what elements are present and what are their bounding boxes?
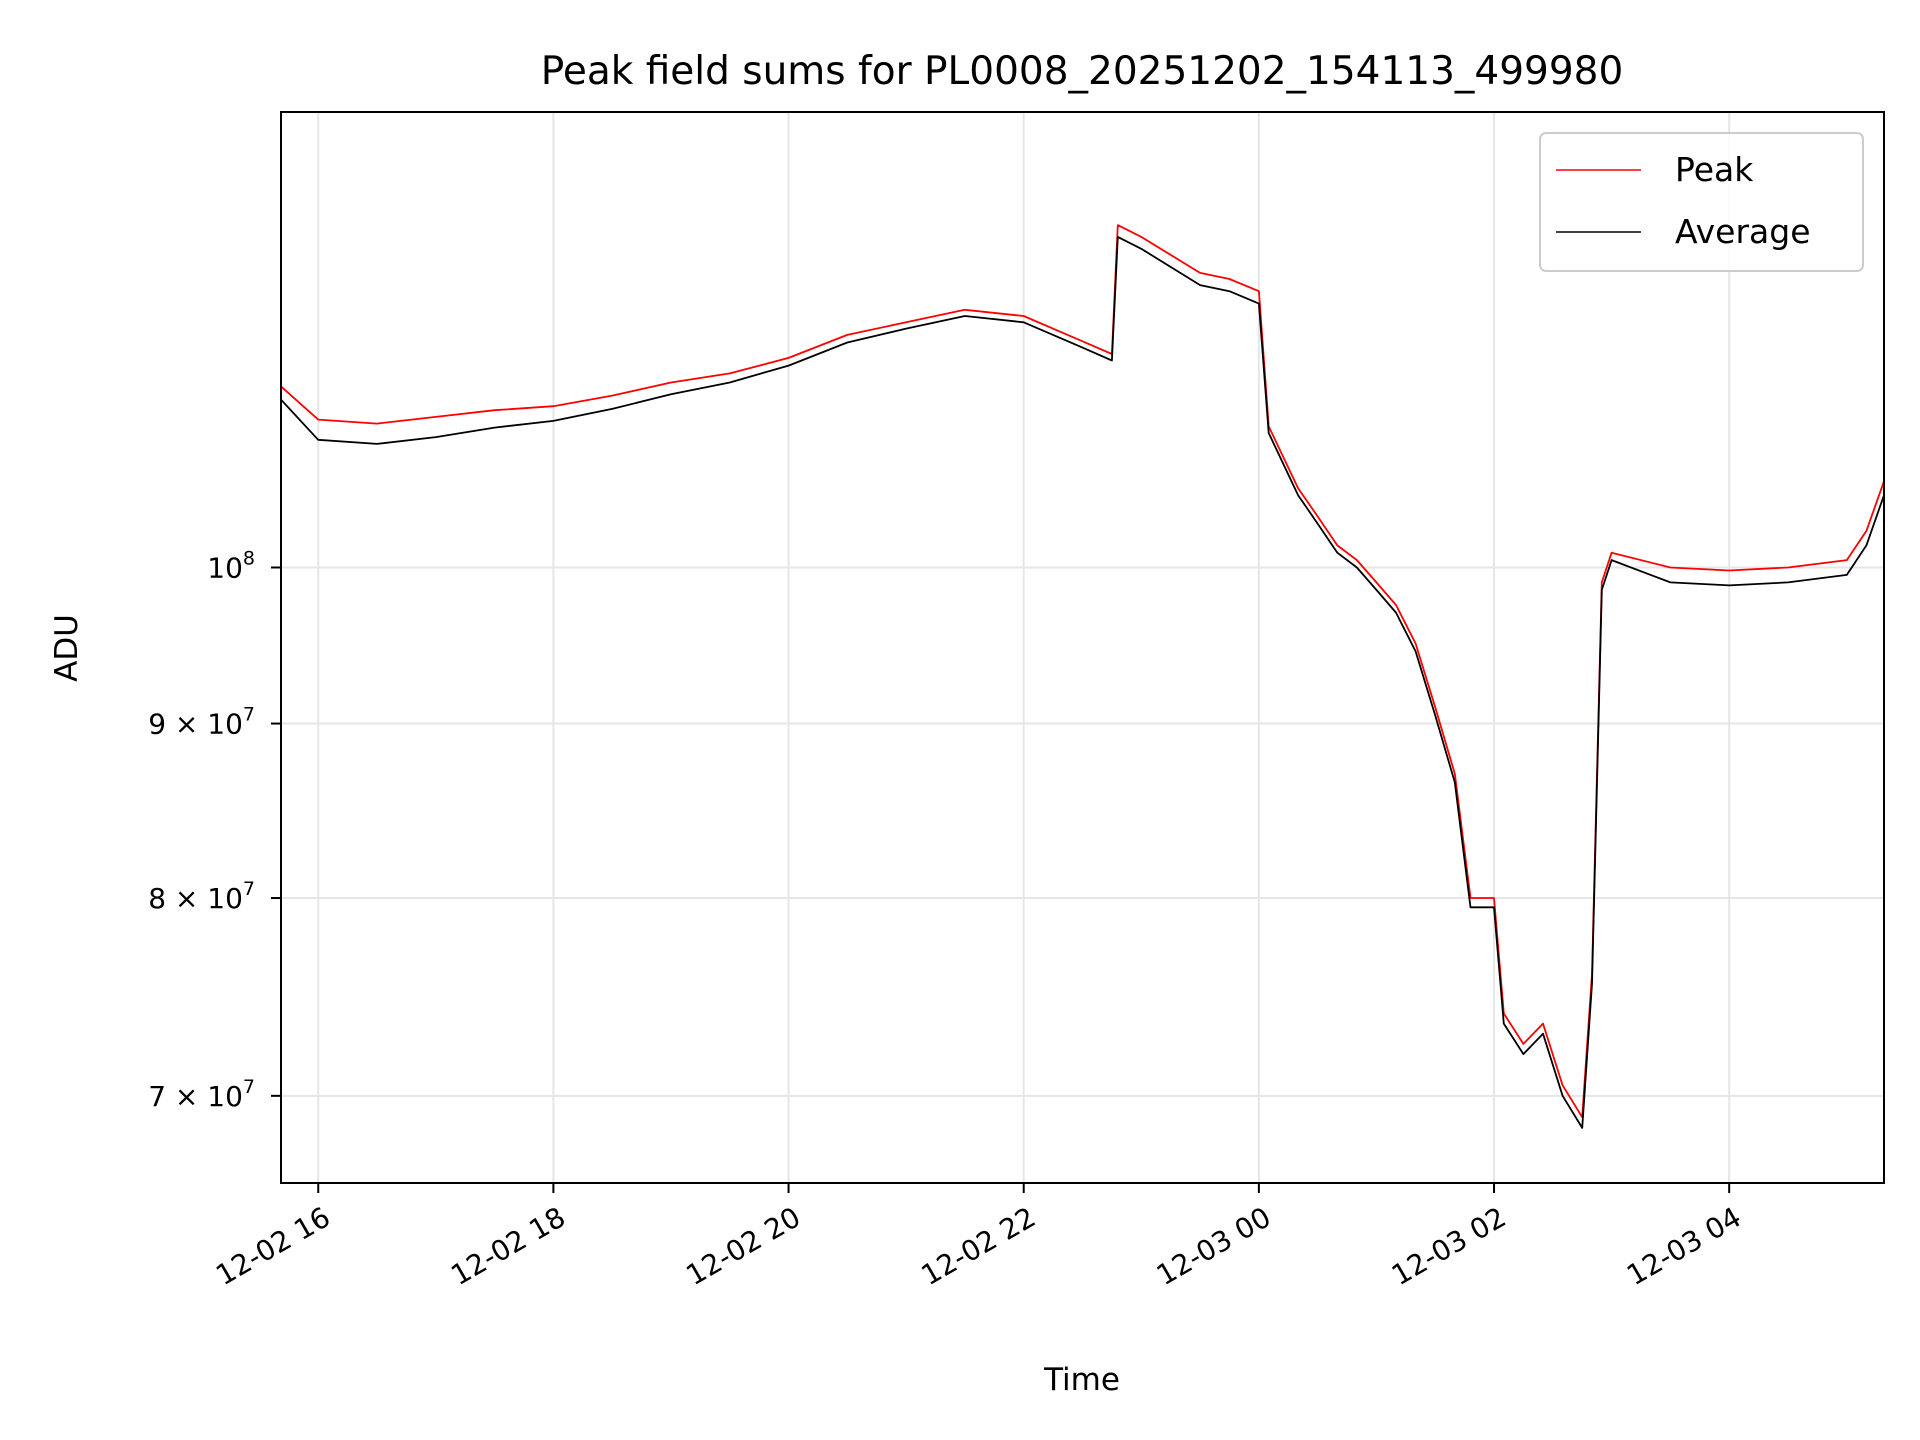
y-tick-label: 9 × 107	[148, 704, 255, 741]
y-tick-label: 7 × 107	[148, 1076, 255, 1113]
legend-label-peak: Peak	[1675, 150, 1754, 189]
legend-label-average: Average	[1675, 212, 1811, 251]
y-ticks: 7 × 107 8 × 107 9 × 107 108	[148, 547, 281, 1113]
legend-box	[1539, 132, 1864, 272]
y-axis-label: ADU	[49, 614, 85, 682]
series-layer	[280, 224, 1885, 1129]
x-axis-label: Time	[1043, 1362, 1120, 1398]
series-line-average	[280, 235, 1885, 1129]
y-tick-label: 108	[207, 547, 255, 584]
legend: Peak Average	[1539, 132, 1864, 272]
grid-layer	[281, 112, 1884, 1183]
y-tick-label: 8 × 107	[148, 878, 255, 915]
plot-frame	[280, 111, 1885, 1184]
chart-title: Peak field sums for PL0008_20251202_1541…	[541, 49, 1624, 94]
